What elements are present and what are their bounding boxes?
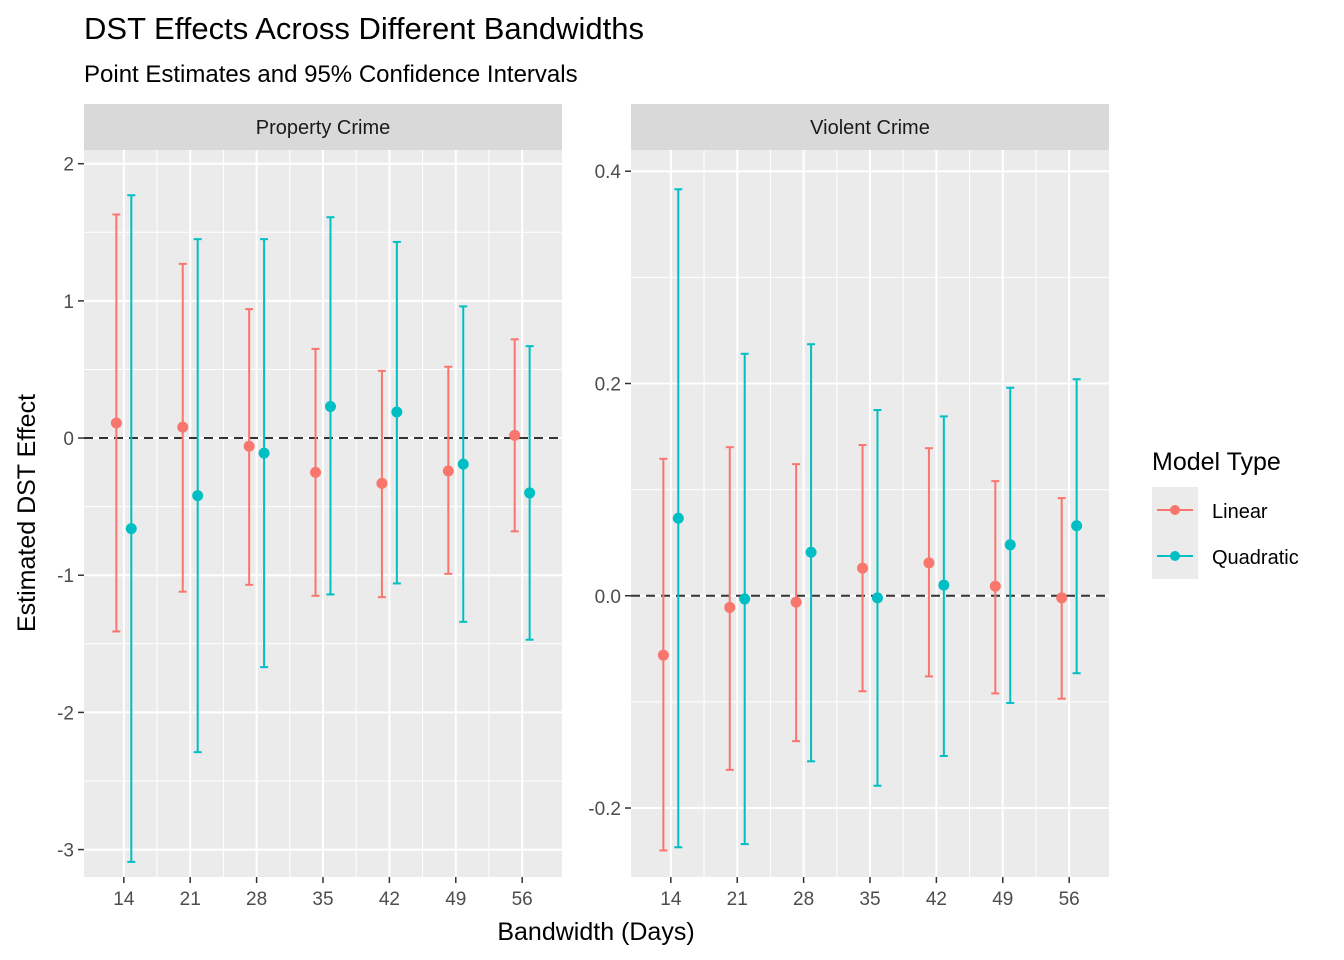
property-crime-x-tick-label: 21 — [180, 889, 201, 910]
property-crime-y-tick-label: -1 — [57, 566, 74, 587]
property-crime-quadratic-point — [192, 490, 204, 502]
property-crime-quadratic-point — [125, 523, 137, 535]
property-crime-linear-point — [310, 466, 322, 478]
chart-title: DST Effects Across Different Bandwidths — [84, 11, 644, 46]
violent-crime-quadratic-point — [805, 546, 817, 558]
legend: Model Type Linear Quadratic — [1152, 448, 1299, 579]
property-crime-x-tick-label: 28 — [246, 889, 267, 910]
legend-key-quadratic-point — [1170, 551, 1180, 561]
violent-crime-quadratic-point — [871, 592, 883, 604]
violent-crime-y-tick-label: 0.2 — [595, 374, 621, 395]
property-crime-x-tick-label: 42 — [379, 889, 400, 910]
property-crime-x-tick-label: 14 — [113, 889, 135, 910]
legend-label-quadratic: Quadratic — [1212, 547, 1299, 569]
violent-crime-linear-point — [657, 649, 669, 661]
property-crime-y-tick-label: -2 — [57, 703, 74, 724]
property-crime-linear-point — [243, 440, 255, 452]
property-crime-quadratic-point — [524, 487, 536, 499]
property-crime-quadratic-point — [324, 401, 336, 413]
violent-crime-x-tick-label: 28 — [793, 889, 814, 910]
violent-crime-linear-point — [724, 601, 736, 613]
violent-crime-linear-point — [1056, 592, 1068, 604]
violent-crime-quadratic-point — [1071, 520, 1083, 532]
violent-crime-x-tick-label: 35 — [859, 889, 880, 910]
violent-crime-linear-point — [790, 596, 802, 608]
property-crime-linear-point — [509, 429, 521, 441]
panel-property-crime: Property Crime -3 -2 -1 0 1 2 14 21 28 35 42 49 56 — [57, 104, 562, 910]
violent-crime-x-tick-label: 21 — [727, 889, 748, 910]
property-crime-strip-label: Property Crime — [256, 117, 390, 139]
y-axis-title: Estimated DST Effect — [13, 394, 41, 632]
property-crime-strip — [84, 104, 562, 150]
violent-crime-quadratic-point — [739, 593, 751, 605]
property-crime-quadratic-point — [391, 406, 403, 418]
property-crime-quadratic-point — [258, 447, 270, 459]
property-crime-y-tick-label: -3 — [57, 841, 74, 862]
violent-crime-strip — [631, 104, 1109, 150]
violent-crime-y-tick-label: -0.2 — [588, 799, 621, 820]
violent-crime-quadratic-point — [938, 579, 950, 591]
property-crime-linear-point — [376, 477, 388, 489]
violent-crime-x-tick-label: 56 — [1059, 889, 1080, 910]
legend-title: Model Type — [1152, 448, 1281, 476]
legend-label-linear: Linear — [1212, 501, 1268, 523]
property-crime-y-tick-label: 0 — [63, 429, 74, 450]
property-crime-linear-point — [110, 417, 122, 429]
violent-crime-quadratic-point — [1004, 539, 1016, 551]
property-crime-linear-point — [442, 465, 454, 477]
property-crime-quadratic-point — [457, 458, 469, 470]
x-axis-title: Bandwidth (Days) — [497, 918, 694, 946]
property-crime-linear-point — [177, 421, 189, 433]
violent-crime-quadratic-point — [672, 512, 684, 524]
property-crime-y-tick-label: 1 — [63, 292, 74, 313]
property-crime-x-tick-label: 35 — [312, 889, 333, 910]
legend-key-linear-point — [1170, 505, 1180, 515]
property-crime-x-tick-label: 49 — [445, 889, 466, 910]
violent-crime-y-tick-label: 0.4 — [595, 162, 622, 183]
panel-violent-crime: Violent Crime -0.2 0.0 0.2 0.4 14 21 28 35 42 49 56 — [588, 104, 1109, 910]
violent-crime-x-tick-label: 49 — [992, 889, 1013, 910]
violent-crime-x-tick-label: 42 — [926, 889, 947, 910]
violent-crime-strip-label: Violent Crime — [810, 117, 930, 139]
violent-crime-linear-point — [923, 557, 935, 569]
violent-crime-x-tick-label: 14 — [660, 889, 682, 910]
violent-crime-linear-point — [989, 580, 1001, 592]
property-crime-x-tick-label: 56 — [512, 889, 533, 910]
chart-subtitle: Point Estimates and 95% Confidence Inter… — [84, 61, 578, 88]
property-crime-y-tick-label: 2 — [63, 155, 74, 176]
violent-crime-y-tick-label: 0.0 — [595, 587, 621, 608]
violent-crime-linear-point — [857, 562, 869, 574]
